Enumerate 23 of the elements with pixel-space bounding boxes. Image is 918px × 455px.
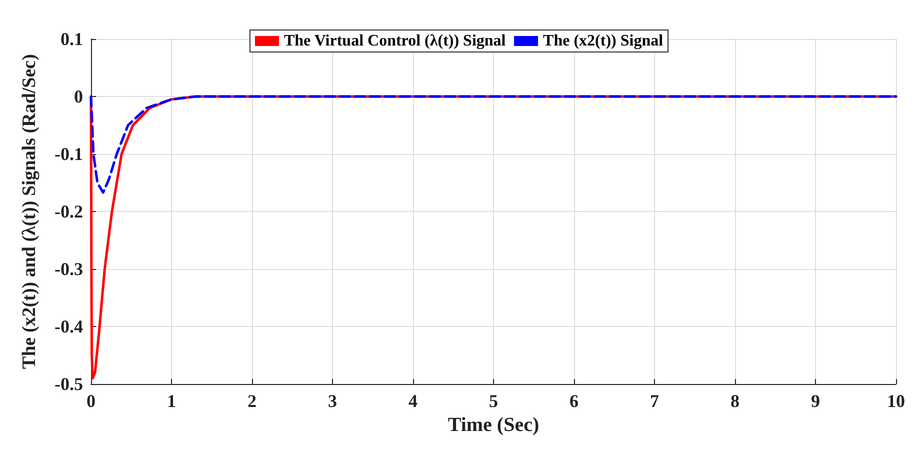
y-tick-label: -0.1 [54,144,83,164]
line-series [90,95,898,194]
x-tick-label: 1 [167,391,176,411]
y-tick-label: 0 [74,86,83,106]
x-tick-label: 0 [86,391,96,411]
y-tick-label: -0.2 [54,202,83,222]
x-tick-label: 8 [730,391,740,411]
x-tick-label: 9 [811,391,820,411]
y-axis-title: The (x2(t)) and (λ(t)) Signals (Rad/Sec) [19,54,40,369]
x-axis-title: Time (Sec) [448,414,540,436]
y-tick-label: -0.4 [54,316,83,336]
legend-label: The (x2(t)) Signal [543,32,664,50]
x-tick-label: 6 [570,391,578,411]
legend-label: The Virtual Control (λ(t)) Signal [284,32,506,50]
y-tick-label: 0.1 [60,29,83,49]
x-tick-label: 4 [408,391,418,411]
x-tick-label: 3 [328,391,337,411]
y-tick-label: -0.5 [54,374,83,394]
x-tick-label: 2 [248,391,256,411]
x-tick-label: 7 [650,391,659,411]
x-tick-label: 10 [887,391,905,411]
x-tick-label: 5 [489,391,498,411]
y-tick-label: -0.3 [54,259,83,279]
